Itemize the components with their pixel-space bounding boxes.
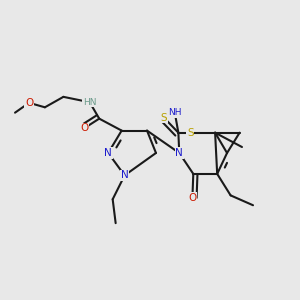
Text: HN: HN (83, 98, 96, 107)
Text: N: N (121, 170, 128, 180)
Text: N: N (104, 148, 112, 158)
Text: NH: NH (168, 108, 182, 117)
Text: O: O (25, 98, 33, 108)
Text: S: S (161, 113, 167, 123)
Text: O: O (188, 193, 196, 203)
Text: N: N (176, 148, 183, 158)
Text: S: S (187, 128, 194, 138)
Text: O: O (80, 123, 88, 133)
